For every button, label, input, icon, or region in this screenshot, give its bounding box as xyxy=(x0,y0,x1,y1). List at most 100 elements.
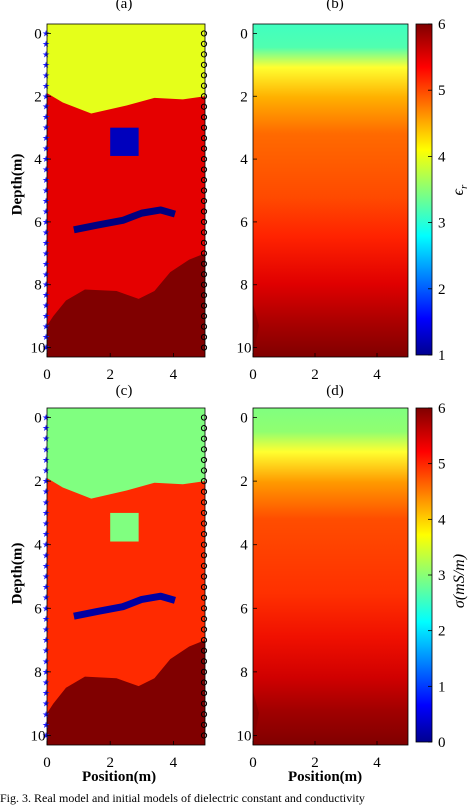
transmitter-marker: ★ xyxy=(42,667,50,677)
x-tick-label: 4 xyxy=(170,755,178,771)
colorbar-tick-label: 4 xyxy=(438,512,446,528)
y-tick-label: 2 xyxy=(240,474,248,490)
receiver-marker xyxy=(200,583,208,591)
colorbar-tick-label: 2 xyxy=(438,624,446,640)
transmitter-marker: ★ xyxy=(42,572,50,582)
transmitter-marker: ★ xyxy=(42,444,50,454)
transmitter-marker: ★ xyxy=(42,497,50,507)
smooth-model xyxy=(253,24,408,357)
y-tick-label: 6 xyxy=(34,601,42,617)
x-tick-label: 4 xyxy=(170,367,178,383)
receiver-marker xyxy=(200,30,208,37)
receiver-marker xyxy=(200,456,208,464)
transmitter-marker: ★ xyxy=(42,28,50,38)
colorbar-tick-label: 4 xyxy=(438,149,446,165)
x-axis-label-c: Position(m) xyxy=(82,769,157,785)
transmitter-marker: ★ xyxy=(42,423,50,433)
transmitter-marker: ★ xyxy=(42,322,50,332)
receiver-marker xyxy=(200,478,208,485)
y-tick-label: 0 xyxy=(240,26,248,42)
y-tick-label: 4 xyxy=(240,538,248,554)
receiver-marker xyxy=(200,446,208,453)
panel-title-a: (a) xyxy=(115,0,133,12)
transmitter-marker: ★ xyxy=(42,49,50,59)
y-tick-label: 2 xyxy=(240,89,248,105)
curved-anomaly xyxy=(73,206,176,234)
receiver-marker xyxy=(200,721,208,728)
transmitter-marker: ★ xyxy=(42,730,50,740)
y-tick-label: 6 xyxy=(240,601,248,617)
receiver-marker xyxy=(200,711,208,718)
bottom-layer xyxy=(47,640,205,745)
receiver-marker xyxy=(200,208,208,215)
axes-frame-b xyxy=(252,23,409,358)
receiver-marker xyxy=(200,323,208,330)
initial-panel-d xyxy=(253,408,408,745)
x-tick-label: 2 xyxy=(311,755,319,771)
transmitter-marker: ★ xyxy=(42,720,50,730)
receiver-marker xyxy=(200,135,208,142)
x-axis-label-d: Position(m) xyxy=(288,769,363,785)
receiver-marker xyxy=(200,313,208,320)
transmitter-marker: ★ xyxy=(42,593,50,603)
y-tick-label: 0 xyxy=(34,411,42,427)
transmitter-marker: ★ xyxy=(42,144,50,154)
bottom-layer xyxy=(47,253,205,357)
transmitter-marker: ★ xyxy=(42,70,50,80)
curved-anomaly xyxy=(73,592,176,620)
receiver-marker xyxy=(200,615,208,622)
receiver-marker xyxy=(200,260,208,267)
receiver-marker xyxy=(200,250,208,257)
receiver-marker xyxy=(200,344,208,351)
receiver-marker xyxy=(200,605,208,612)
edge-shade xyxy=(253,303,259,357)
receiver-marker xyxy=(200,197,208,205)
receiver-marker xyxy=(200,93,208,100)
receiver-marker xyxy=(200,40,208,47)
receiver-marker xyxy=(200,187,208,194)
colorbar-tick-label: 0 xyxy=(438,735,446,751)
transmitter-marker: ★ xyxy=(42,154,50,164)
x-tick-label: 0 xyxy=(43,755,51,771)
panel-title-d: (d) xyxy=(326,383,344,399)
colorbar-tick-label: 5 xyxy=(438,83,446,99)
transmitter-marker: ★ xyxy=(42,311,50,321)
transmitter-marker: ★ xyxy=(42,529,50,539)
receiver-marker xyxy=(200,689,208,697)
smooth-model xyxy=(253,408,408,745)
colorbar-tick-label: 1 xyxy=(438,348,446,364)
receiver-marker xyxy=(200,103,208,110)
colorbar-tick-label: 3 xyxy=(438,568,446,584)
receiver-marker xyxy=(200,155,208,163)
receiver-marker xyxy=(200,509,208,517)
transmitter-marker: ★ xyxy=(42,614,50,624)
transmitter-marker: ★ xyxy=(42,186,50,196)
colorbar-epsilon xyxy=(415,23,433,356)
transmitter-marker: ★ xyxy=(42,688,50,698)
transmitter-marker: ★ xyxy=(42,434,50,444)
transmitter-marker: ★ xyxy=(42,248,50,258)
receiver-marker xyxy=(200,499,208,506)
receiver-marker xyxy=(200,281,208,288)
receiver-marker xyxy=(200,124,208,131)
receiver-marker xyxy=(200,166,208,173)
transmitter-marker: ★ xyxy=(42,332,50,342)
transmitter-marker: ★ xyxy=(42,582,50,592)
y-tick-label: 6 xyxy=(240,215,248,231)
x-tick-label: 4 xyxy=(373,755,381,771)
receiver-marker xyxy=(200,145,208,152)
colorbar-tick-label: 1 xyxy=(438,679,446,695)
receiver-marker xyxy=(200,61,208,68)
receiver-marker xyxy=(200,114,208,121)
y-tick-label: 10 xyxy=(237,341,252,357)
x-tick-label: 2 xyxy=(106,755,114,771)
receiver-marker xyxy=(200,732,208,739)
y-tick-label: 8 xyxy=(240,278,248,294)
transmitter-marker: ★ xyxy=(42,677,50,687)
y-tick-label: 10 xyxy=(237,728,252,744)
transmitter-marker: ★ xyxy=(42,206,50,216)
transmitter-marker: ★ xyxy=(42,476,50,486)
transmitter-marker: ★ xyxy=(42,487,50,497)
transmitter-marker: ★ xyxy=(42,217,50,227)
receiver-marker xyxy=(200,679,208,686)
